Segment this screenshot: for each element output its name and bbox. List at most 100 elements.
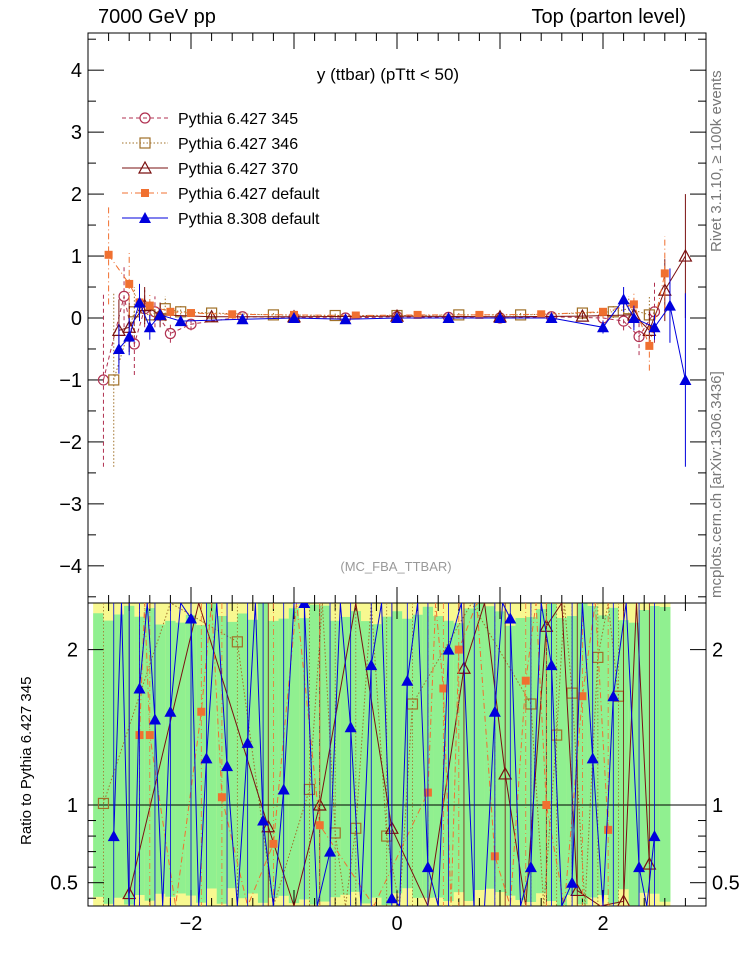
data-point [164,327,176,340]
data-point [494,312,506,323]
data-point [123,330,136,342]
ratio-bands [93,603,671,906]
ratio-point [277,783,290,795]
data-point [545,312,558,323]
ratio-point [401,674,414,686]
legend-label: Pythia 6.427 370 [178,161,298,178]
ratio-point [298,603,311,608]
ratio-point [261,819,276,833]
ratio-band-green [340,616,352,895]
ratio-point [633,861,646,873]
legend-item-3: Pythia 6.427 default [122,186,320,203]
legend-label: Pythia 6.427 default [178,186,320,203]
ratio-point [566,876,579,888]
ratio-band-green [453,623,465,893]
ratio-band-green [463,608,475,901]
ratio-point [97,797,110,810]
ratio-point [442,643,455,655]
ratio-point [344,721,357,733]
ratio-point [617,894,631,906]
data-point [204,309,219,323]
data-point [125,279,134,288]
series-line [113,308,650,381]
ratio-series [97,603,661,906]
header-right-title: Top (parton level) [531,6,686,28]
ratio-point [145,731,154,740]
ratio-point [164,705,177,717]
ratio-point [221,760,234,772]
data-point [442,312,455,323]
ratio-point [648,830,661,842]
data-point [187,309,195,318]
ratio-point [231,636,243,648]
ratio-point [148,713,161,725]
data-point [288,312,300,323]
data-point [629,300,638,309]
data-point [575,308,590,322]
data-point [145,301,154,310]
ratio-point [107,830,120,842]
ratio-point [324,845,337,857]
ratio-band-green [330,620,341,898]
data-point [133,296,146,308]
ratio-point [257,814,270,826]
data-point [112,342,125,354]
data-point [537,310,546,319]
ratio-point [241,736,254,748]
ratio-point [578,692,587,701]
legend-item-4: Pythia 8.308 default [122,211,320,228]
ratio-point [133,682,146,694]
ratio-y-tick-label-right: 2 [712,640,723,662]
legend-item-2: Pythia 6.427 370 [122,160,298,178]
ratio-point [586,752,599,764]
ratio-band-green [412,614,424,898]
ratio-y-tick-label: 0.5 [50,873,78,895]
ratio-band-green [597,615,609,896]
ratio-band-green [103,620,115,904]
y-tick-label: 3 [71,122,82,144]
ratio-point [421,861,434,873]
ratio-point [607,690,620,702]
data-point [645,341,654,350]
ratio-band-green [577,603,589,905]
y-tick-label: 4 [71,60,82,82]
x-tick-label: −2 [180,913,203,935]
series-line [102,296,655,381]
legend-label: Pythia 6.427 345 [178,111,298,128]
ratio-band-green [309,604,321,905]
ratio-band-green [93,613,104,897]
analysis-tag: (MC_FBA_TTBAR) [340,559,451,574]
data-point [391,312,403,323]
ratio-point [185,612,197,624]
data-point [236,313,249,325]
data-point [617,293,630,305]
ratio-point [604,825,613,834]
ratio-point [454,645,463,654]
series-0 [97,265,661,467]
data-point [599,307,607,316]
y-tick-label: −1 [59,370,82,392]
ratio-y-tick-label: 1 [67,795,78,817]
ratio-series-4 [107,603,661,906]
data-point [607,306,619,318]
ratio-point [542,801,551,809]
data-point [660,269,669,278]
data-point [339,313,352,325]
ratio-band-green [144,608,156,901]
ratio-point [315,821,324,830]
data-point [108,374,120,386]
ratio-y-tick-label: 2 [67,640,78,662]
ratio-point [521,676,530,685]
data-point [678,248,693,262]
legend-marker [139,137,151,149]
ratio-band-green [494,611,506,893]
ratio-band-green [391,611,403,894]
ratio-band-green [484,606,496,889]
legend-item-0: Pythia 6.427 345 [122,111,298,128]
ratio-axis-label: Ratio to Pythia 6.427 345 [18,676,35,845]
mcplots-label: mcplots.cern.ch [arXiv:1306.3436] [708,371,725,598]
data-point [143,321,156,333]
legend-item-1: Pythia 6.427 346 [122,136,298,153]
data-point [663,299,676,311]
ratio-point [488,705,501,717]
